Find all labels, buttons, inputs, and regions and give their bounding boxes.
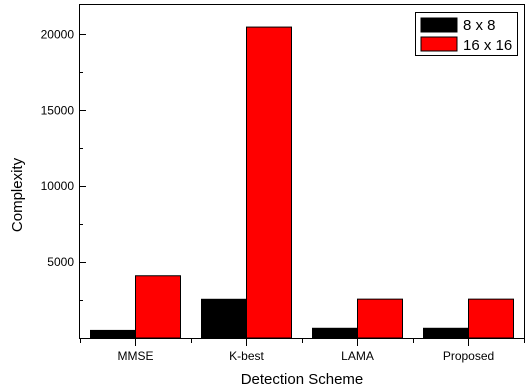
bar-lama-16x16 [357,298,403,339]
bars [90,26,514,339]
legend-swatch-16x16 [420,36,458,52]
bar-mmse-8x8 [90,329,136,339]
bar-proposed-16x16 [468,298,514,339]
y-tick-label: 20000 [41,27,75,41]
x-tick-label: Proposed [443,349,494,363]
bar-k-best-8x8 [201,298,247,339]
x-tick-label: LAMA [341,349,374,363]
legend: 8 x 8 16 x 16 [415,12,518,56]
y-tick-label: 10000 [41,179,75,193]
legend-label-16x16: 16 x 16 [463,37,512,54]
x-tick-label: MMSE [118,349,154,363]
bar-proposed-8x8 [423,327,469,339]
bar-lama-8x8 [312,327,358,339]
bar-mmse-16x16 [135,275,181,339]
bar-k-best-16x16 [246,26,292,339]
y-axis-title: Complexity [9,157,26,232]
x-tick-label: K-best [229,349,264,363]
y-tick-label: 5000 [47,255,74,269]
y-axis: 5000 10000 15000 20000 [41,27,86,301]
x-axis: MMSE K-best LAMA Proposed [80,338,525,363]
y-tick-label: 15000 [41,103,75,117]
legend-swatch-8x8 [420,17,458,33]
legend-label-8x8: 8 x 8 [463,17,496,34]
x-axis-title: Detection Scheme [241,371,364,388]
